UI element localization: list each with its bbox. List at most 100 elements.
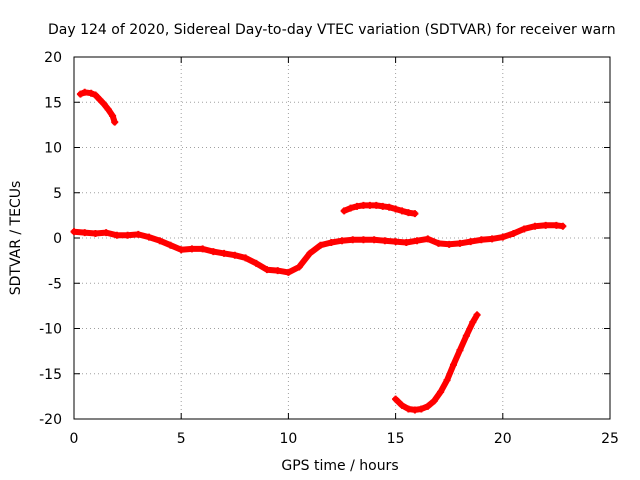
series-layer [70, 88, 567, 414]
data-point [81, 229, 89, 237]
data-point [274, 267, 282, 275]
data-point [510, 229, 518, 237]
data-point [166, 241, 174, 249]
y-axis-label: SDTVAR / TECUs [8, 181, 24, 296]
data-point [411, 406, 419, 414]
data-point [488, 235, 496, 243]
data-point [392, 205, 400, 213]
series-early-high [76, 88, 119, 126]
data-point [413, 237, 421, 245]
data-point [381, 237, 389, 245]
data-point [404, 209, 412, 217]
data-point [430, 397, 438, 405]
y-tick-label: 10 [44, 141, 62, 157]
x-tick-label: 15 [387, 431, 405, 447]
x-tick-label: 20 [494, 431, 512, 447]
data-point [96, 96, 104, 104]
series-late-low [392, 311, 481, 414]
data-point [102, 229, 110, 237]
data-point [366, 201, 374, 209]
y-tick-label: -10 [39, 322, 62, 338]
data-point [306, 249, 314, 257]
data-point [359, 236, 367, 244]
data-point [349, 236, 357, 244]
data-point [456, 239, 464, 247]
data-point [434, 239, 442, 247]
x-tick-label: 25 [601, 431, 619, 447]
data-point [398, 207, 406, 215]
data-point [81, 88, 89, 96]
data-point [252, 259, 260, 267]
data-point [220, 249, 228, 257]
data-point [177, 246, 185, 254]
data-point [449, 361, 457, 369]
data-point [404, 405, 412, 413]
data-point [469, 318, 477, 326]
data-point [398, 401, 406, 409]
data-point [445, 240, 453, 248]
x-tick-label: 10 [279, 431, 297, 447]
data-point [104, 105, 112, 113]
y-tick-label: 15 [44, 95, 62, 111]
x-axis-label: GPS time / hours [281, 458, 398, 474]
data-point [392, 238, 400, 246]
data-point [124, 231, 132, 239]
data-point [284, 268, 292, 276]
data-point [443, 376, 451, 384]
data-point [188, 245, 196, 253]
data-point [372, 201, 380, 209]
series-line [77, 89, 118, 126]
data-point [456, 346, 464, 354]
data-point [411, 210, 419, 218]
data-point [559, 222, 567, 230]
data-point [359, 201, 367, 209]
data-point [340, 207, 348, 215]
data-point [542, 221, 550, 229]
data-point [467, 238, 475, 246]
data-point [379, 202, 387, 210]
data-point [70, 228, 78, 236]
data-point [199, 245, 207, 253]
data-point [499, 233, 507, 241]
y-tick-label: 20 [44, 50, 62, 66]
data-point [91, 229, 99, 237]
data-point [109, 112, 117, 120]
data-point [242, 254, 250, 262]
series-main [70, 221, 567, 276]
data-point [113, 231, 121, 239]
data-point [370, 236, 378, 244]
data-point [424, 402, 432, 410]
data-point [402, 239, 410, 247]
data-point [520, 225, 528, 233]
data-point [552, 221, 560, 229]
y-tick-label: 0 [53, 231, 62, 247]
x-tick-label: 5 [177, 431, 186, 447]
data-point [100, 100, 108, 108]
series-line [392, 311, 481, 413]
data-point [327, 239, 335, 247]
data-point [87, 89, 95, 97]
x-tick-label: 0 [70, 431, 79, 447]
series-line [71, 222, 566, 276]
data-point [385, 203, 393, 211]
data-point [462, 332, 470, 340]
data-point [263, 266, 271, 274]
chart-title: Day 124 of 2020, Sidereal Day-to-day VTE… [48, 22, 616, 38]
data-point [91, 91, 99, 99]
ticks: 0 5 10 15 20 25 -20 -15 -10 -5 0 5 10 15 20 [39, 50, 619, 447]
data-point [111, 118, 119, 126]
data-point [156, 237, 164, 245]
data-point [473, 311, 481, 319]
data-point [353, 202, 361, 210]
data-point [531, 222, 539, 230]
data-point [317, 241, 325, 249]
y-tick-label: -15 [39, 367, 62, 383]
data-point [145, 233, 153, 241]
data-point [392, 395, 400, 403]
data-point [134, 230, 142, 238]
data-point [76, 90, 84, 98]
data-point [347, 204, 355, 212]
data-point [231, 251, 239, 259]
y-tick-label: -20 [39, 412, 62, 428]
